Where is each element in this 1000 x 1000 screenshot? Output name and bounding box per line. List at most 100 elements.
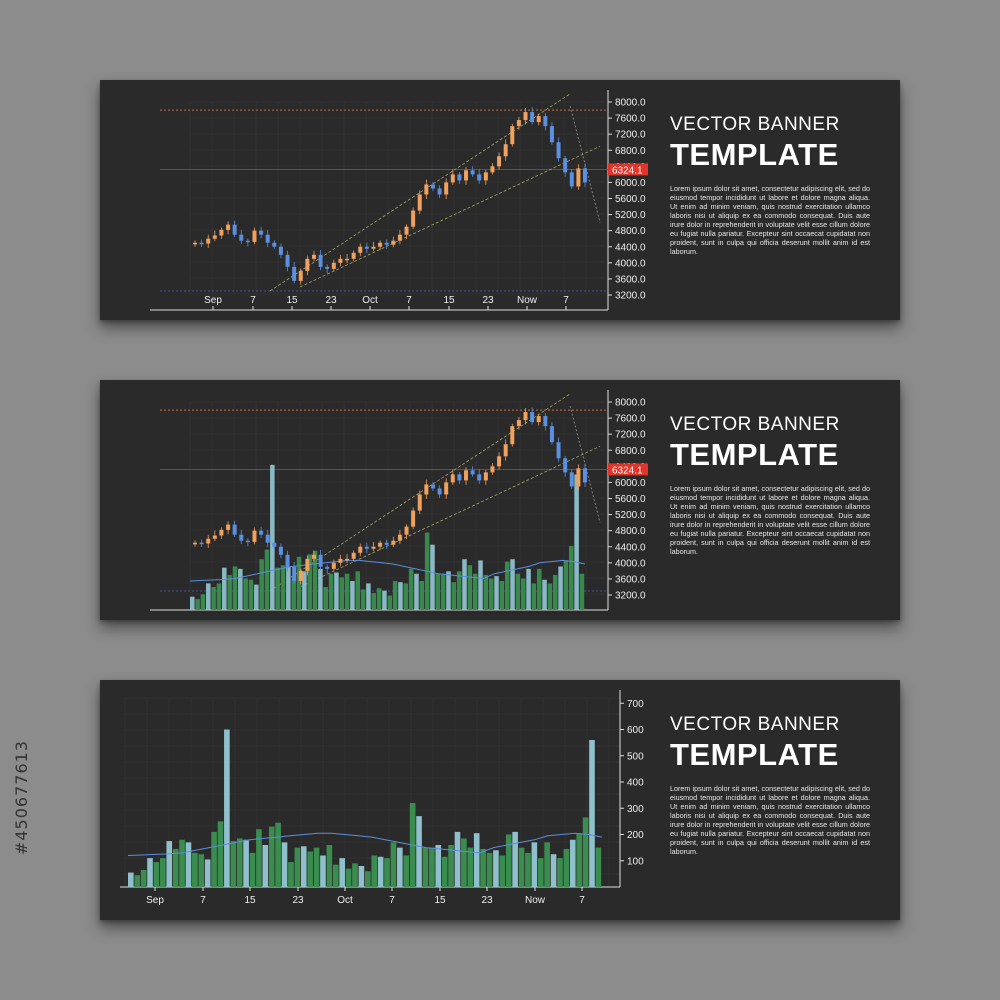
candle-body (437, 488, 442, 495)
volume-bar (360, 589, 366, 610)
volume-bar (568, 545, 574, 610)
candle-body (384, 542, 389, 545)
volume-bar (397, 847, 403, 887)
volume-bar (264, 549, 270, 610)
candle-body (351, 552, 356, 559)
volume-bar (153, 862, 160, 887)
candle-body (576, 168, 581, 187)
y-tick-label: 4400.0 (615, 542, 646, 553)
volume-bar (456, 571, 462, 610)
candle-body (490, 466, 495, 473)
x-tick-label: 15 (434, 895, 446, 906)
volume-bar (211, 831, 217, 887)
candle-body (252, 230, 257, 242)
candle-body (239, 234, 244, 241)
x-tick-label: 7 (563, 295, 569, 306)
volume-bar (312, 550, 318, 610)
candle-body (397, 534, 402, 541)
volume-bar (430, 544, 435, 610)
volume-bar (371, 855, 378, 887)
volume-bar (323, 587, 328, 610)
candle-body (265, 534, 270, 543)
volume-bar (505, 834, 512, 887)
banner-body-text: Lorem ipsum dolor sit amet, consectetur … (670, 484, 870, 556)
volume-bar (446, 571, 451, 610)
volume-bar (320, 855, 326, 887)
volume-bar (510, 559, 515, 610)
volume-bar (515, 573, 521, 610)
volume-bar (352, 863, 358, 887)
candle-body (252, 530, 257, 542)
candle-body (397, 234, 402, 241)
x-tick-label: Oct (337, 895, 353, 906)
y-tick-label: 4800.0 (615, 226, 646, 237)
volume-bar (419, 580, 425, 610)
x-tick-label: 7 (389, 895, 395, 906)
volume-bar (542, 579, 547, 610)
candle-body (510, 426, 515, 445)
candle-body (563, 158, 568, 173)
x-tick-label: 15 (286, 295, 298, 306)
volume-bar (429, 847, 435, 887)
candle-body (530, 412, 535, 423)
volume-bar (134, 875, 141, 887)
volume-bar (365, 871, 371, 887)
candle-body (530, 112, 535, 123)
candle-body (199, 242, 204, 245)
candle-body (470, 170, 475, 175)
banner-textblock: VECTOR BANNER TEMPLATE Lorem ipsum dolor… (670, 414, 870, 556)
volume-bar (350, 580, 355, 610)
volume-bar (355, 571, 361, 610)
volume-bar (488, 578, 494, 610)
banner-2: 8000.07600.07200.06800.06400.06000.05600… (100, 380, 900, 620)
y-tick-label: 7600.0 (615, 114, 646, 125)
candlestick-volume-chart: 8000.07600.07200.06800.06400.06000.05600… (150, 390, 648, 611)
volume-bar (448, 845, 454, 887)
volume-bar (147, 858, 153, 887)
y-tick-label: 8000.0 (615, 398, 646, 409)
volume-bar (493, 850, 499, 887)
trend-line (299, 145, 601, 288)
candle-body (523, 412, 528, 421)
x-tick-label: 23 (292, 895, 304, 906)
volume-bar (552, 574, 558, 610)
volume-bar (408, 568, 414, 610)
volume-bar (531, 842, 538, 887)
banner-heading-large: TEMPLATE (670, 137, 839, 172)
volume-bar (216, 583, 222, 610)
candle-body (437, 188, 442, 195)
y-tick-label: 8000.0 (615, 98, 646, 109)
volume-bar (576, 833, 582, 887)
candle-body (516, 120, 521, 127)
banner-heading-small: VECTOR BANNER (670, 114, 840, 135)
volume-bar (254, 584, 259, 610)
volume-bar (270, 464, 275, 610)
volume-bar (480, 848, 486, 887)
x-tick-label: 7 (200, 895, 206, 906)
candle-body (338, 258, 343, 263)
volume-bar (339, 858, 345, 887)
candle-body (464, 170, 469, 181)
candle-body (450, 474, 455, 483)
volume-bar (280, 565, 286, 610)
volume-bar (384, 858, 390, 887)
x-tick-label: 23 (481, 895, 493, 906)
banner-heading-small: VECTOR BANNER (670, 714, 840, 735)
volume-bar (398, 582, 403, 610)
volume-bar (313, 847, 320, 887)
candle-body (563, 458, 568, 473)
x-tick-label: 23 (325, 295, 337, 306)
candle-body (318, 254, 323, 267)
volume-bar (222, 567, 227, 610)
volume-bar (461, 838, 467, 887)
candle-body (497, 156, 502, 167)
candle-body (556, 442, 561, 459)
candle-body (497, 456, 502, 467)
current-price-tag (608, 463, 648, 476)
candle-body (199, 542, 204, 545)
x-tick-label: Sep (146, 895, 164, 906)
volume-bar (332, 864, 339, 887)
volume-bar (441, 856, 448, 887)
volume-bar (198, 854, 205, 887)
candle-body (298, 270, 303, 281)
